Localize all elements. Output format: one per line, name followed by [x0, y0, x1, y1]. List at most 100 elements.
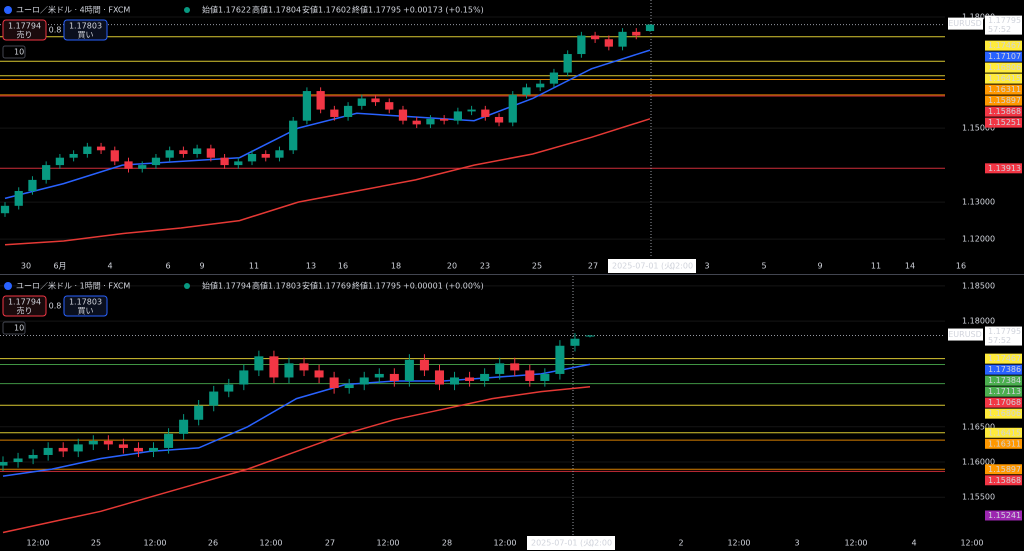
interval: 10 [14, 324, 24, 333]
x-tick-label: 12:00 [727, 539, 750, 548]
interval: 10 [14, 48, 24, 57]
price-tag-text: 1.17467 [988, 354, 1021, 363]
header-high-label: 高値 [252, 281, 268, 291]
chart-title: ユーロ／米ドル · 1時間 · FXCM [16, 281, 130, 291]
candle-body [404, 359, 414, 381]
x-tick-label: 16 [956, 262, 966, 271]
spread: 0.8 [49, 302, 62, 311]
candle-body [194, 405, 204, 420]
candle-body [510, 363, 520, 371]
x-tick-label: 30 [21, 262, 31, 271]
candle-body [43, 447, 53, 455]
price-tag-text: 1.16311 [988, 85, 1021, 94]
countdown-text: 57:52 [988, 336, 1011, 345]
buy-button[interactable] [63, 295, 108, 317]
y-tick-label: 1.18500 [962, 281, 995, 290]
candle-body [179, 150, 188, 154]
price-tag-text: 1.17384 [988, 376, 1021, 385]
price-tag-text: 1.16806 [988, 63, 1021, 72]
y-tick-label: 1.16000 [962, 458, 995, 467]
moving-average [2, 363, 591, 477]
x-tick-label: 28 [442, 539, 452, 548]
candle-body [426, 118, 435, 125]
price-tag [985, 163, 1022, 174]
candle-body [618, 31, 627, 47]
price-tag [985, 386, 1022, 397]
header-close: 1.17795 [368, 6, 401, 15]
x-tick-label: 27 [325, 539, 335, 548]
sell-button[interactable] [2, 295, 47, 317]
candle-body [344, 384, 354, 389]
candle-body [42, 165, 51, 180]
candle-body [385, 102, 394, 110]
y-tick-label: 1.13000 [962, 198, 995, 207]
price-tag-text: 1.15251 [988, 118, 1021, 127]
candle-body [151, 157, 161, 166]
moving-average [2, 386, 591, 534]
price-tag-text: 1.17467 [988, 41, 1021, 50]
x-tick-label: 27 [588, 262, 598, 271]
x-tick-label: 4 [107, 262, 112, 271]
price-tag [985, 353, 1022, 364]
price-tag [985, 84, 1022, 95]
countdown-text: 57:52 [988, 25, 1011, 34]
x-tick-label: 11 [249, 262, 259, 271]
candle-body [329, 377, 339, 389]
header-low: 1.17769 [318, 282, 351, 291]
x-tick-label: 6月 [53, 262, 66, 271]
price-tag [985, 464, 1022, 475]
price-tag [985, 510, 1022, 521]
candle-body [220, 157, 229, 166]
candle-body [55, 157, 65, 166]
candle-body [440, 118, 449, 121]
price-tag [985, 408, 1022, 419]
candle-body [58, 447, 68, 452]
candle-body [371, 98, 380, 103]
buy-button[interactable] [63, 19, 108, 41]
price-tag-text: 1.13913 [988, 164, 1021, 173]
candle-body [118, 444, 128, 448]
crosshair-date: 2025-07-01 (火) [531, 539, 594, 548]
buy-label: 買い [78, 31, 94, 40]
sell-label: 売り [17, 306, 33, 316]
candle-body [450, 377, 460, 385]
candle-body [269, 356, 279, 378]
price-tag [985, 364, 1022, 375]
candle-body [302, 91, 312, 121]
candle-body [110, 150, 119, 162]
candle-body [239, 370, 249, 385]
price-tag-text: 1.16415 [988, 74, 1021, 83]
current-price-tag [985, 326, 1022, 346]
interval-button[interactable] [2, 45, 26, 59]
price-tag [985, 51, 1022, 62]
current-price-text: 1.17795 [988, 16, 1021, 25]
header-high: 1.17804 [268, 6, 301, 15]
interval-button[interactable] [2, 321, 26, 335]
candle-body [179, 419, 189, 434]
symbol-tag [948, 17, 983, 30]
status-dot [184, 7, 190, 13]
symbol-icon [4, 6, 12, 14]
candle-body [206, 148, 215, 158]
candle-body [69, 153, 78, 158]
price-tag-text: 1.16806 [988, 409, 1021, 418]
buy-price: 1.17803 [69, 298, 102, 307]
sell-button[interactable] [2, 19, 47, 41]
x-tick-label: 12:00 [844, 539, 867, 548]
header-close-label: 終値 [352, 281, 368, 291]
candle-body [577, 35, 586, 55]
sell-price: 1.17794 [8, 22, 41, 31]
candle-body [193, 148, 202, 154]
candle-body [133, 447, 143, 452]
price-tag [985, 427, 1022, 438]
x-tick-label: 9 [817, 262, 822, 271]
candle-body [103, 440, 113, 445]
price-tag-text: 1.15897 [988, 96, 1021, 105]
y-tick-label: 1.15500 [962, 493, 995, 502]
symbol-tag-text: EURUSD [948, 330, 982, 339]
crosshair-label [608, 259, 696, 273]
price-tag-text: 1.17068 [988, 398, 1021, 407]
x-tick-label: 5 [761, 262, 766, 271]
candle-body [314, 370, 324, 378]
